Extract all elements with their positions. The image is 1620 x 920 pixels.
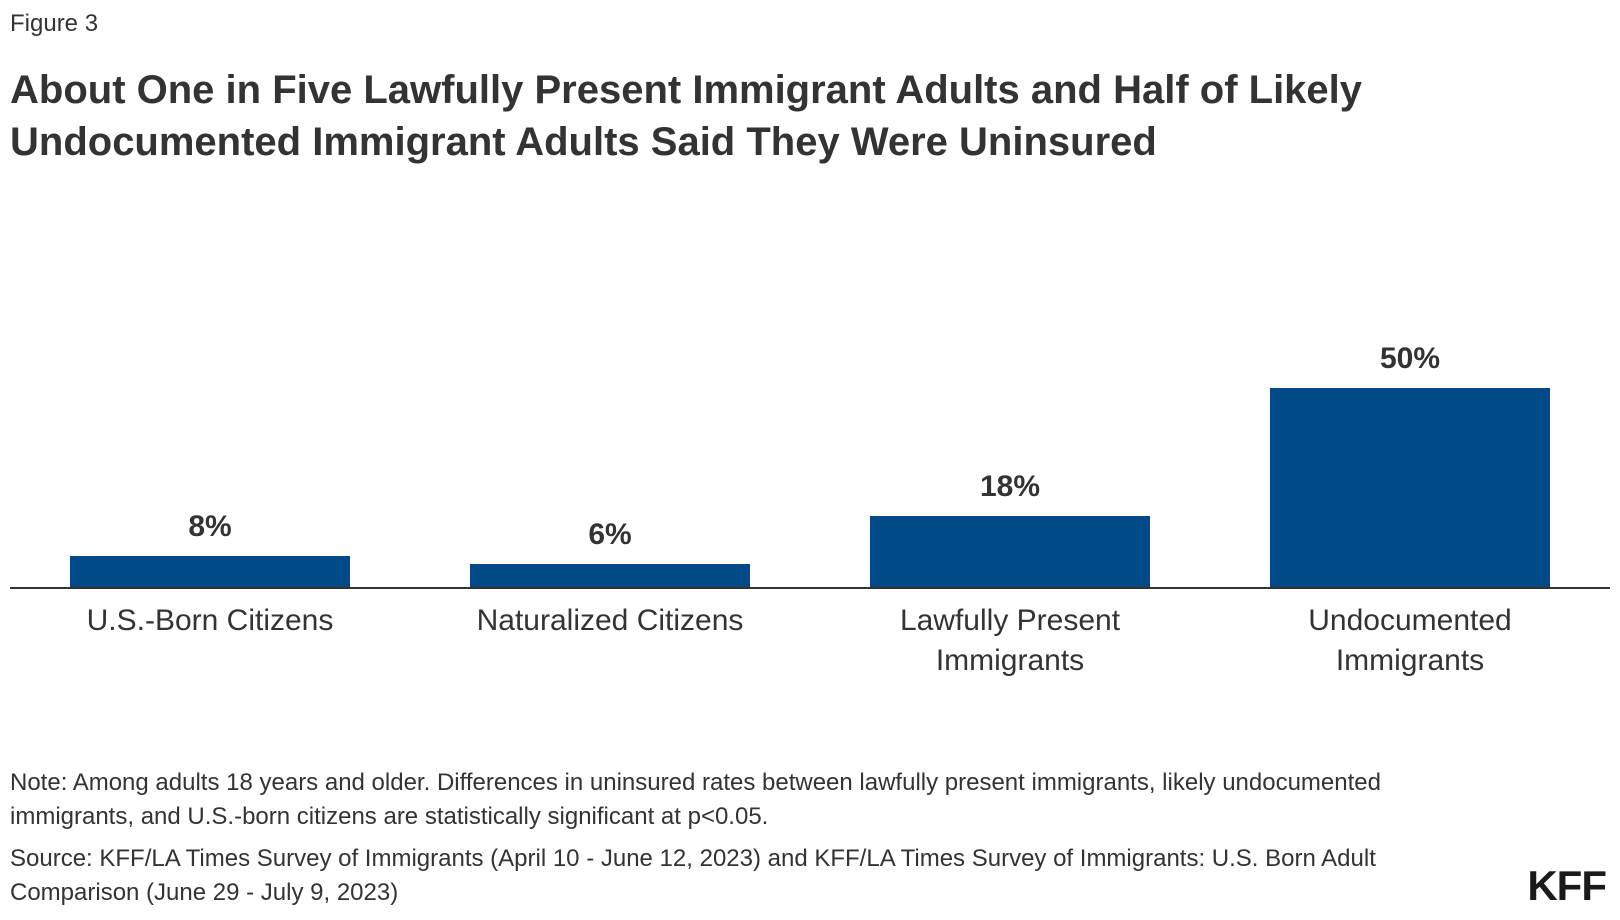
bar [70, 556, 350, 588]
chart-title: About One in Five Lawfully Present Immig… [10, 68, 1363, 164]
figure-label: Figure 3 [10, 10, 99, 37]
category-label-line: Immigrants [1336, 644, 1484, 677]
category-label: Undocumented Immigrants [1308, 604, 1511, 677]
data-label: 50% [1380, 342, 1440, 375]
category-label: U.S.-Born Citizens [87, 604, 334, 637]
bar [870, 516, 1150, 588]
bar-chart: 8% U.S.-Born Citizens 6% Naturalized Citize… [10, 342, 1610, 677]
category-label-line: Naturalized Citizens [477, 604, 744, 637]
category-label-line: Lawfully Present [900, 604, 1121, 637]
category-label-line: Immigrants [936, 644, 1084, 677]
chart-source: Source: KFF/LA Times Survey of Immigrant… [10, 845, 1376, 906]
data-label: 6% [588, 518, 631, 551]
category-label: Lawfully Present Immigrants [900, 604, 1121, 677]
category-label-line: U.S.-Born Citizens [87, 604, 334, 637]
bar [1270, 388, 1550, 588]
bar [470, 564, 750, 588]
category-label: Naturalized Citizens [477, 604, 744, 637]
category-label-line: Undocumented [1308, 604, 1511, 637]
chart-note: Note: Among adults 18 years and older. D… [10, 769, 1381, 830]
kff-logo: KFF [1527, 862, 1607, 909]
data-label: 8% [188, 510, 231, 543]
data-label: 18% [980, 470, 1040, 503]
